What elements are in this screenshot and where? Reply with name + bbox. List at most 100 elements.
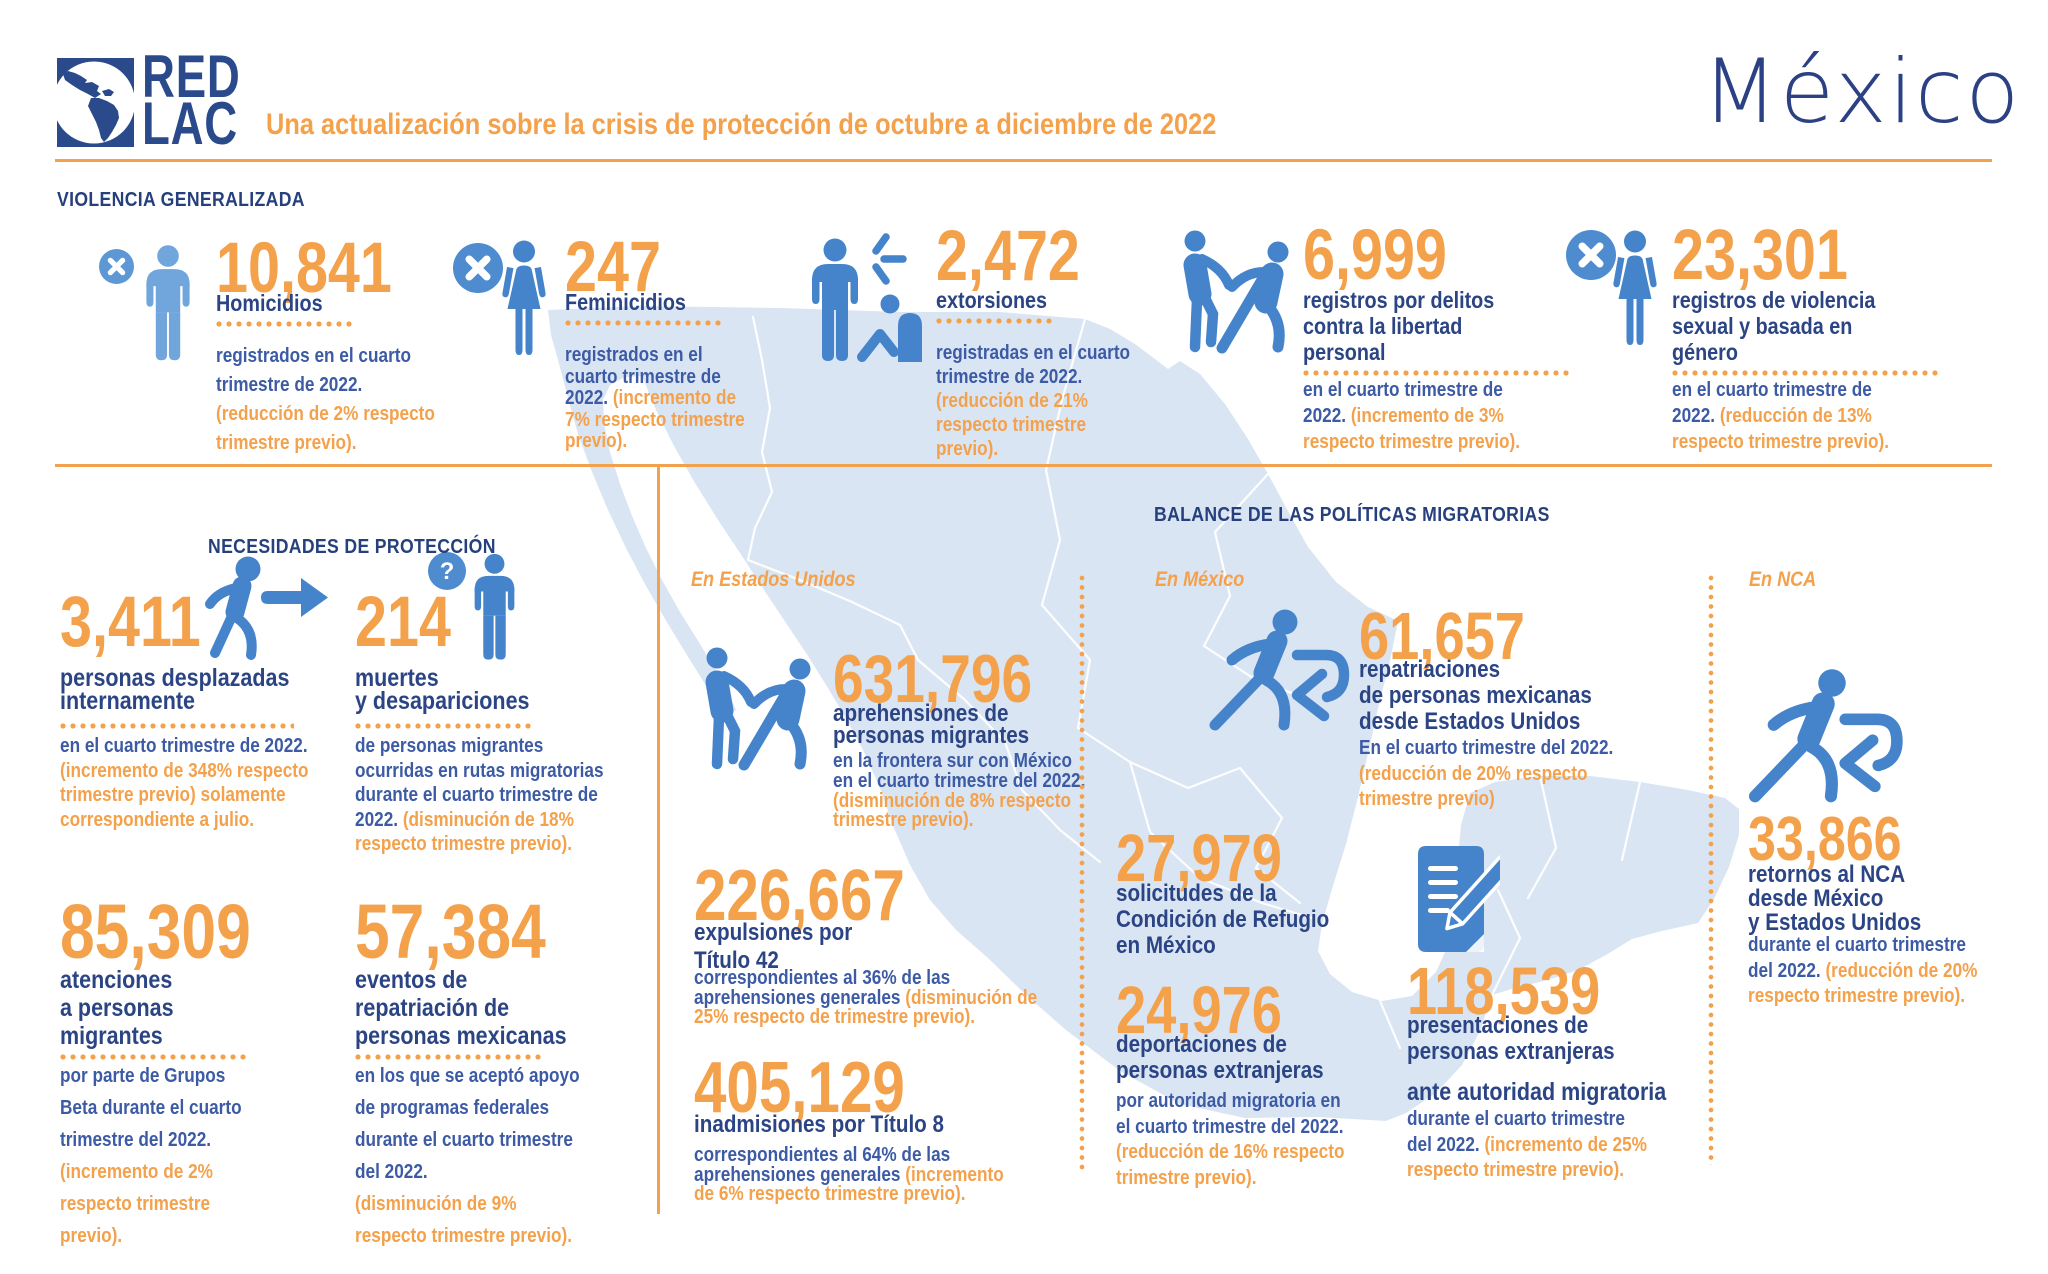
stat-body-orange: (reducción de 16% respecto trimestre pre… bbox=[1116, 1141, 1345, 1189]
stat-label: extorsiones bbox=[936, 287, 1048, 313]
stat-value-text: 23,301 bbox=[1672, 216, 1848, 295]
stat-value-text: 247 bbox=[565, 228, 661, 307]
stat-value: 27,979 bbox=[1116, 821, 1396, 896]
stat-value-text: 33,866 bbox=[1748, 805, 1902, 874]
stat-body: registrados en el cuarto trimestre de 20… bbox=[216, 342, 474, 458]
stat-retornos-nca: 33,866 retornos al NCA desde México y Es… bbox=[1748, 805, 2038, 1010]
column-label-mexico: En México bbox=[1155, 568, 1245, 591]
column-divider bbox=[657, 467, 660, 1214]
stat-body: correspondientes al 36% de las aprehensi… bbox=[694, 968, 1038, 1028]
stat-value: 2,472 bbox=[936, 217, 1196, 296]
stat-value: 226,667 bbox=[694, 856, 1024, 936]
stat-eventos-repatriacion: 57,384 eventos de repatriación de person… bbox=[355, 889, 665, 1252]
stat-value: 118,539 bbox=[1407, 954, 1737, 1029]
stat-deportaciones: 24,976 deportaciones de personas extranj… bbox=[1116, 977, 1406, 1191]
stat-body-dark: registrados en el cuarto trimestre de 20… bbox=[565, 344, 721, 409]
stat-violencia-sexual: 23,301 registros de violencia sexual y b… bbox=[1672, 216, 1992, 455]
section-divider bbox=[55, 464, 1992, 467]
dotted-column-divider bbox=[1079, 575, 1085, 1171]
section-heading-balance: BALANCE DE LAS POLÍTICAS MIGRATORIAS bbox=[1154, 503, 1550, 526]
logo-text: RED LAC bbox=[142, 43, 241, 154]
stat-muertes-desapariciones: 214 muertes y desapariciones de personas… bbox=[355, 583, 645, 857]
stat-value-text: 27,979 bbox=[1116, 821, 1282, 896]
people-grab-icon bbox=[698, 643, 816, 781]
stat-body-dark: por autoridad migratoria en el cuarto tr… bbox=[1116, 1090, 1344, 1138]
page-title-country: México bbox=[1702, 40, 2022, 143]
stat-expulsiones: 226,667 expulsiones por Título 42 corres… bbox=[694, 856, 1037, 1028]
dotted-separator bbox=[60, 1054, 250, 1060]
stat-body: en el cuarto trimestre de 2022. (reducci… bbox=[1672, 377, 1939, 455]
stat-body: en el cuarto trimestre de 2022. (increme… bbox=[1303, 377, 1561, 455]
logo-text-red: RED bbox=[142, 43, 241, 110]
stat-body: durante el cuarto trimestre del 2022. (i… bbox=[1407, 1107, 1691, 1184]
stat-body-orange: (incremento de 25% respecto trimestre pr… bbox=[1407, 1133, 1647, 1182]
return-walk-icon bbox=[1205, 603, 1350, 731]
stat-body-orange: (reducción de 21% respecto trimestre pre… bbox=[936, 390, 1088, 460]
stat-body: registradas en el cuarto trimestre de 20… bbox=[936, 341, 1168, 461]
stat-value-text: 214 bbox=[355, 583, 451, 662]
stat-body: durante el cuarto trimestre del 2022. (r… bbox=[1748, 933, 1997, 1010]
stat-value-text: 85,309 bbox=[60, 889, 251, 975]
person-male-icon bbox=[146, 245, 190, 361]
stat-value: 3,411 bbox=[60, 583, 390, 662]
stat-body-orange: (disminución de 25% respecto de trimestr… bbox=[694, 986, 1038, 1028]
section-heading-violencia: VIOLENCIA GENERALIZADA bbox=[57, 188, 305, 211]
stat-solicitudes-refugio: 27,979 solicitudes de la Condición de Re… bbox=[1116, 821, 1396, 959]
stat-label: atenciones a personas migrantes bbox=[60, 966, 174, 1050]
stat-label-secondary: ante autoridad migratoria bbox=[1407, 1078, 1667, 1106]
dotted-separator bbox=[936, 318, 1056, 324]
person-female-icon bbox=[1612, 230, 1658, 345]
stat-body-dark: En el cuarto trimestre del 2022. bbox=[1359, 737, 1614, 759]
stat-body: por parte de Grupos Beta durante el cuar… bbox=[60, 1060, 318, 1252]
stat-value: 23,301 bbox=[1672, 216, 1992, 295]
dotted-separator bbox=[355, 723, 531, 729]
stat-body-dark: por parte de Grupos Beta durante el cuar… bbox=[60, 1065, 242, 1151]
stat-label: presentaciones de personas extranjeras bbox=[1407, 1012, 1615, 1065]
stat-value-text: 226,667 bbox=[694, 856, 905, 936]
document-pencil-icon bbox=[1418, 846, 1500, 952]
stat-value-text: 405,129 bbox=[694, 1048, 905, 1128]
dotted-separator bbox=[60, 723, 294, 729]
stat-body-orange: (incremento de 2% respecto trimestre pre… bbox=[60, 1161, 213, 1247]
stat-label: aprehensiones de personas migrantes bbox=[833, 700, 1030, 749]
stat-body-orange: (disminución de 18% respecto trimestre p… bbox=[355, 808, 574, 856]
running-person-arrow-icon bbox=[205, 556, 328, 660]
stat-body-dark: en la frontera sur con México en el cuar… bbox=[833, 750, 1086, 792]
stat-value-text: 3,411 bbox=[60, 583, 201, 662]
stat-body: registrados en el cuarto trimestre de 20… bbox=[565, 344, 789, 453]
stat-body: correspondientes al 64% de las aprehensi… bbox=[694, 1145, 1038, 1205]
column-label-eeuu: En Estados Unidos bbox=[691, 568, 856, 591]
stat-label: personas desplazadas internamente bbox=[60, 664, 290, 715]
stat-value-text: 57,384 bbox=[355, 889, 546, 975]
dotted-separator bbox=[216, 321, 356, 327]
stat-label: muertes y desapariciones bbox=[355, 664, 530, 715]
stat-body-dark: de personas migrantes ocurridas en rutas… bbox=[355, 735, 604, 831]
stat-homicidios: 10,841 Homicidios registrados en el cuar… bbox=[216, 233, 516, 458]
stat-value: 405,129 bbox=[694, 1048, 1034, 1128]
stat-body-orange: (incremento de 348% respecto trimestre p… bbox=[60, 759, 309, 831]
stat-value-text: 2,472 bbox=[936, 217, 1080, 296]
stat-value-text: 118,539 bbox=[1407, 954, 1601, 1029]
stat-body-orange: (disminución de 8% respecto trimestre pr… bbox=[833, 789, 1071, 832]
stat-value: 33,866 bbox=[1748, 805, 2038, 874]
stat-body-orange: (incremento de 3% respecto trimestre pre… bbox=[1303, 405, 1521, 453]
stat-label: solicitudes de la Condición de Refugio e… bbox=[1116, 880, 1330, 959]
stat-body-orange: (reducción de 20% respecto trimestre pre… bbox=[1359, 762, 1588, 810]
stat-label: repatriaciones de personas mexicanas des… bbox=[1359, 656, 1592, 735]
stat-value: 6,999 bbox=[1303, 216, 1613, 295]
stat-label: Feminicidios bbox=[565, 289, 686, 315]
dotted-column-divider bbox=[1708, 575, 1714, 1165]
header-divider bbox=[55, 159, 1992, 162]
stat-value-text: 631,796 bbox=[833, 641, 1033, 717]
stat-body-dark: durante el cuarto trimestre del 2022. bbox=[1748, 934, 1966, 982]
x-badge-icon bbox=[453, 243, 503, 293]
return-walk-icon bbox=[1744, 662, 1903, 803]
stat-body-orange: (incremento de 6% respecto trimestre pre… bbox=[694, 1163, 1004, 1205]
stat-value-text: 6,999 bbox=[1303, 216, 1447, 295]
stat-label: expulsiones por Título 42 bbox=[694, 919, 853, 974]
stat-repatriaciones: 61,657 repatriaciones de personas mexica… bbox=[1359, 603, 1659, 813]
stat-label: deportaciones de personas extranjeras bbox=[1116, 1031, 1324, 1084]
stat-body: en los que se aceptó apoyo de programas … bbox=[355, 1060, 622, 1252]
svg-text:?: ? bbox=[440, 558, 455, 585]
